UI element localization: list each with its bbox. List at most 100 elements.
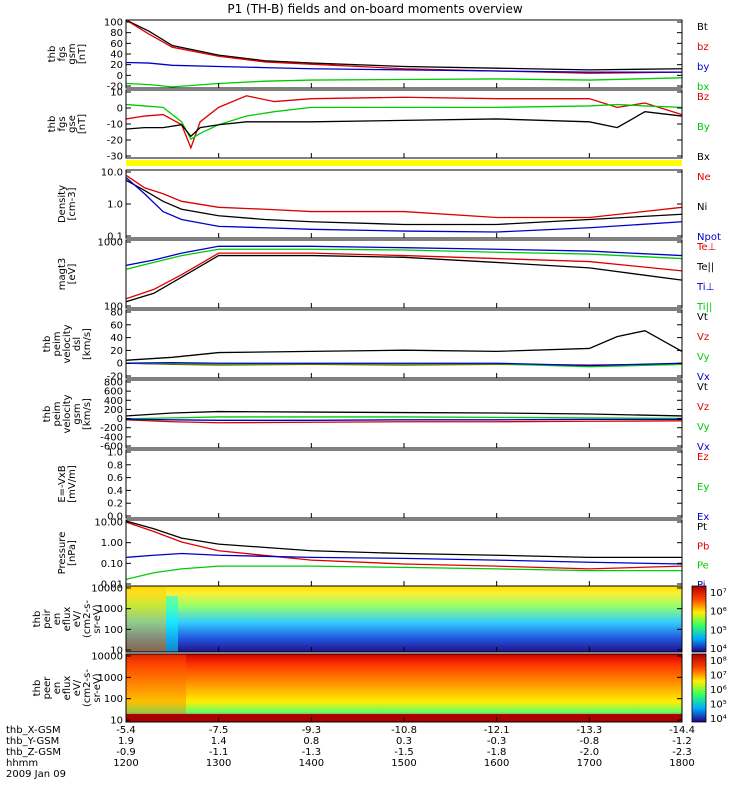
- y-tick-label: 0.2: [107, 499, 123, 510]
- legend-entry: Vz: [697, 402, 709, 413]
- spectrogram-peer-spectrogram: [126, 654, 682, 722]
- y-tick-label: 1.0: [107, 448, 123, 459]
- y-tick-label: 0: [117, 104, 123, 115]
- colorbar-tick: 10⁶: [710, 607, 727, 618]
- y-tick-label: 10: [110, 646, 123, 657]
- y-tick-label: 10000: [91, 584, 123, 595]
- legend-entry: Ti||: [696, 302, 712, 313]
- y-axis-label: peim: [52, 401, 63, 426]
- y-axis-label: velocity: [62, 324, 73, 363]
- series-Bx: [125, 111, 683, 138]
- legend-entry: Vt: [697, 312, 708, 323]
- legend-entry: Pt: [697, 522, 707, 533]
- y-tick-label: 10: [110, 716, 123, 727]
- legend-entry: Ne: [697, 172, 711, 183]
- series-Npot: [125, 177, 683, 233]
- ephemeris-value: -0.8: [579, 736, 600, 747]
- y-axis-label: en: [52, 613, 63, 626]
- y-tick-label: -30: [107, 152, 123, 163]
- ephemeris-value: -14.4: [669, 725, 695, 736]
- ephemeris-value: -5.4: [116, 725, 136, 736]
- y-tick-label: 0.4: [107, 486, 123, 497]
- y-tick-label: 10000: [91, 652, 123, 663]
- panel-peir-spectrogram: 10⁷ 10⁶ 10⁵ 10⁴ 10000 1000 100 10 thb peir en eflux…: [32, 584, 727, 657]
- series-Pi: [125, 552, 683, 565]
- y-tick-label: 400: [104, 396, 123, 407]
- colorbar-tick: 10⁵: [710, 700, 727, 711]
- y-tick-label: 0: [117, 414, 123, 425]
- y-tick-label: 0.8: [107, 460, 123, 471]
- panel-pressure: Pt Pb Pe Pi 10.00 1.00 0.10 0.01 Pressure [nPa]: [57, 518, 709, 592]
- y-tick-label: 10.00: [94, 518, 123, 529]
- legend-entry: Ti⊥: [696, 282, 714, 293]
- ephemeris-row-label: thb_X-GSM: [6, 725, 61, 736]
- y-axis-label: en: [52, 682, 63, 695]
- series-Pe: [125, 565, 682, 581]
- y-axis-label: [km/s]: [82, 328, 93, 360]
- y-tick-label: 20: [110, 346, 123, 357]
- y-tick-label: 1.0: [107, 200, 123, 211]
- ephemeris-value: -0.9: [116, 747, 136, 758]
- y-axis-label: Pressure: [57, 532, 68, 575]
- ephemeris-value: 1500: [391, 758, 417, 769]
- panel-density: Ne Ni Npot 10.0 1.0 0.1 Density [cm-3]: [57, 168, 721, 244]
- ephemeris-value: -7.5: [208, 725, 229, 736]
- y-tick-label: 1000: [98, 604, 123, 615]
- legend-entry: bz: [697, 42, 709, 53]
- y-tick-label: 60: [110, 39, 123, 50]
- legend-entry: Pi: [697, 580, 706, 591]
- ephemeris-value: 0.8: [303, 736, 320, 747]
- ephemeris-value: -10.8: [391, 725, 417, 736]
- series-Bz: [125, 95, 683, 150]
- y-axis-label: velocity: [62, 394, 73, 433]
- legend-entry: Pe: [697, 561, 709, 572]
- panel-peer-spectrogram: 10⁸ 10⁷ 10⁶ 10⁵ 10⁴ 10000 1000 100 10 thb peer en ef…: [32, 652, 727, 727]
- y-tick-label: 100: [104, 694, 123, 705]
- y-axis-label: [nT]: [77, 114, 88, 134]
- series-Ti||: [125, 248, 683, 270]
- spectrogram-peir-spectrogram: [126, 586, 682, 652]
- y-axis-label: eflux: [62, 607, 73, 632]
- legend-entry: Vz: [697, 332, 709, 343]
- y-axis-label: E=-VxB: [57, 465, 68, 502]
- y-tick-label: 80: [110, 28, 123, 39]
- y-axis-label: [km/s]: [82, 398, 93, 430]
- y-tick-label: 40: [110, 50, 123, 61]
- y-axis-label: fgs: [57, 46, 68, 61]
- colorbar-peir-spectrogram: [691, 585, 707, 653]
- colorbar-peer-spectrogram: [691, 653, 707, 723]
- y-axis-label: thb: [32, 611, 43, 628]
- legend-entry: Vx: [697, 442, 710, 453]
- y-tick-label: 100: [104, 625, 123, 636]
- y-tick-label: 1.00: [101, 538, 123, 549]
- y-tick-label: 0.1: [107, 232, 123, 243]
- ephemeris-value: -1.5: [394, 747, 414, 758]
- y-axis-label: thb: [47, 46, 58, 63]
- series-Ni: [125, 179, 683, 226]
- ephemeris-value: 1700: [576, 758, 603, 769]
- y-axis-label: gse: [67, 115, 78, 133]
- y-tick-label: -200: [100, 423, 123, 434]
- y-tick-label: 100: [104, 302, 123, 313]
- panel-frame: [125, 449, 683, 519]
- panel-mag-gse: Bz By Bx 10 0 -10 -20 -30 thb fgs gse [nT]: [47, 88, 710, 164]
- ephemeris-value: -9.3: [301, 725, 322, 736]
- series-Vx: [125, 361, 683, 367]
- colorbar-tick: 10⁷: [710, 671, 727, 682]
- series-Vx: [125, 418, 682, 421]
- y-axis-label: peer: [42, 676, 53, 700]
- chart-title: P1 (TH-B) fields and on-board moments ov…: [227, 2, 523, 16]
- y-axis-label: gsm: [72, 403, 83, 424]
- y-axis-label: fgs: [57, 116, 68, 131]
- colorbar-tick: 10⁶: [710, 685, 727, 696]
- ephemeris-row-label: 2009 Jan 09: [6, 769, 66, 780]
- series-by: [125, 61, 682, 73]
- y-tick-label: 0: [117, 359, 123, 370]
- y-axis-label: thb: [42, 336, 53, 353]
- y-tick-label: 20: [110, 60, 123, 71]
- ephemeris-value: 1600: [483, 758, 510, 769]
- series-bx: [125, 77, 683, 88]
- ephemeris-value: -13.3: [576, 725, 603, 736]
- colorbar-tick: 10⁵: [710, 625, 727, 636]
